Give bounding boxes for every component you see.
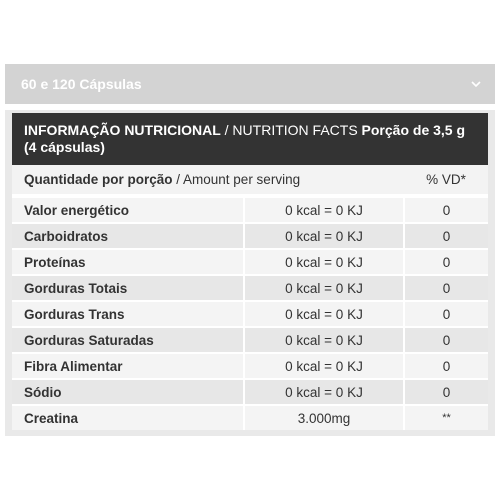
nutrient-amount: 3.000mg [243,404,405,430]
table-title-row: INFORMAÇÃO NUTRICIONAL / NUTRITION FACTS… [12,113,489,165]
table-row: Gorduras Trans 0 kcal = 0 KJ 0 [12,300,489,327]
nutrient-name: Creatina [12,404,244,430]
table-row: Valor energético 0 kcal = 0 KJ 0 [12,195,489,223]
nutrient-vd: 0 [404,326,489,353]
nutrient-amount: 0 kcal = 0 KJ [243,352,405,379]
nutrient-vd: 0 [404,222,489,249]
table-row: Creatina 3.000mg ** [12,404,489,430]
table-row: Proteínas 0 kcal = 0 KJ 0 [12,248,489,275]
nutrient-vd: 0 [404,195,489,223]
accordion-header-capsules[interactable]: 60 e 120 Cápsulas [5,64,495,104]
header-bold: Quantidade por porção [24,172,173,187]
nutrient-vd: 0 [404,352,489,379]
table-row: Gorduras Totais 0 kcal = 0 KJ 0 [12,274,489,301]
chevron-down-icon [471,81,481,88]
nutrient-name: Valor energético [12,195,244,223]
nutrient-name: Fibra Alimentar [12,352,244,379]
nutrient-name: Proteínas [12,248,244,275]
nutrient-amount: 0 kcal = 0 KJ [243,300,405,327]
table-header-row: Quantidade por porção / Amount per servi… [12,165,489,198]
nutrient-vd: ** [404,404,489,430]
nutrient-vd: 0 [404,378,489,405]
table-row: Gorduras Saturadas 0 kcal = 0 KJ 0 [12,326,489,353]
table-title: INFORMAÇÃO NUTRICIONAL / NUTRITION FACTS… [12,113,489,165]
nutrient-name: Gorduras Trans [12,300,244,327]
header-normal: / Amount per serving [172,172,301,187]
nutrient-amount: 0 kcal = 0 KJ [243,195,405,223]
nutrient-amount: 0 kcal = 0 KJ [243,222,405,249]
table-body: Valor energético 0 kcal = 0 KJ 0 Carboidrat… [12,195,489,430]
nutrient-vd: 0 [404,248,489,275]
nutrient-amount: 0 kcal = 0 KJ [243,274,405,301]
nutrient-name: Gorduras Totais [12,274,244,301]
table-row: Carboidratos 0 kcal = 0 KJ 0 [12,222,489,249]
title-bold: INFORMAÇÃO NUTRICIONAL [24,122,221,138]
nutrient-vd: 0 [404,274,489,301]
nutrient-amount: 0 kcal = 0 KJ [243,248,405,275]
table-row: Fibra Alimentar 0 kcal = 0 KJ 0 [12,352,489,379]
title-serving: Porção de 3,5 g (4 cápsulas) [24,122,466,155]
nutrition-facts-table: INFORMAÇÃO NUTRICIONAL / NUTRITION FACTS… [12,113,489,430]
nutrient-amount: 0 kcal = 0 KJ [243,326,405,353]
nutrient-vd: 0 [404,300,489,327]
accordion-label: 60 e 120 Cápsulas [21,76,142,92]
nutrient-name: Carboidratos [12,222,244,249]
table-row: Sódio 0 kcal = 0 KJ 0 [12,378,489,405]
header-amount: Quantidade por porção / Amount per servi… [12,165,404,198]
nutrient-name: Gorduras Saturadas [12,326,244,353]
title-normal: / NUTRITION FACTS [220,122,362,138]
header-vd: % VD* [404,165,489,198]
nutrient-amount: 0 kcal = 0 KJ [243,378,405,405]
nutrient-name: Sódio [12,378,244,405]
